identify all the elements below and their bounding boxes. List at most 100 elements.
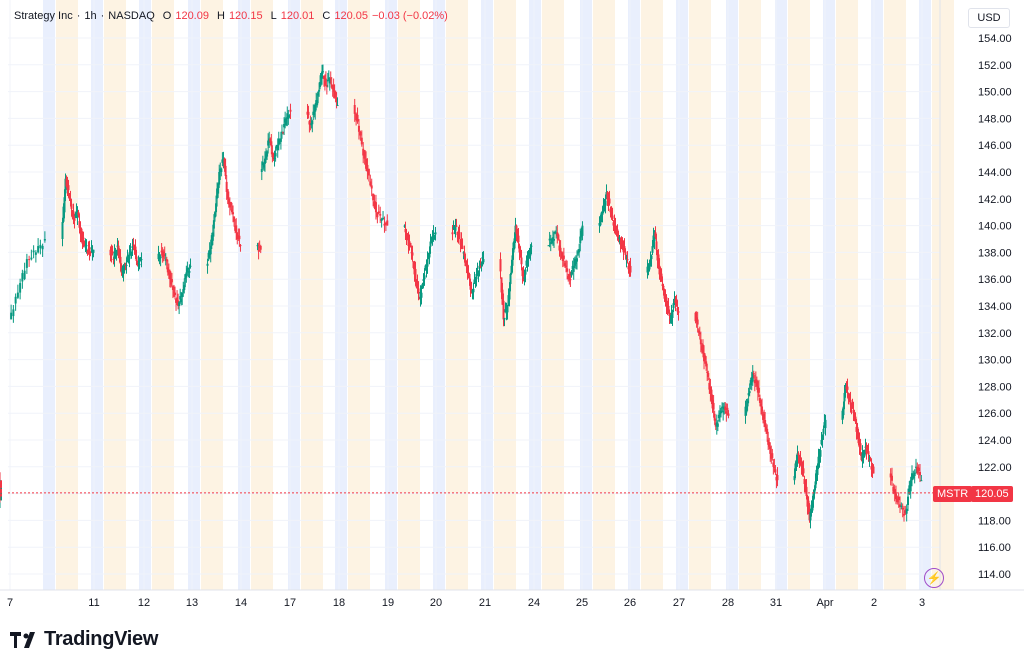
y-tick-label: 142.00 <box>978 194 1012 206</box>
y-tick-label: 116.00 <box>978 542 1011 554</box>
candle-body <box>132 244 135 246</box>
x-tick-label: 13 <box>186 597 198 609</box>
x-tick-label: 24 <box>528 597 540 609</box>
candle-body <box>218 172 221 185</box>
candle-body <box>28 259 31 261</box>
postmarket-band <box>188 0 200 590</box>
candle-body <box>754 379 757 383</box>
symbol-name[interactable]: Strategy Inc <box>14 10 73 22</box>
postmarket-band <box>823 0 835 590</box>
candle-body <box>579 236 582 244</box>
candle-body <box>919 471 921 476</box>
candle-body <box>238 235 241 240</box>
symbol-legend[interactable]: Strategy Inc · 1h · NASDAQ O 120.09 H 120.… <box>14 10 448 22</box>
interval[interactable]: 1h <box>84 10 97 22</box>
candle-body <box>703 352 706 362</box>
candle-body <box>916 466 919 474</box>
candle-body <box>550 239 553 244</box>
candle-body <box>373 201 376 209</box>
candle-body <box>814 481 817 489</box>
currency-selector[interactable]: USD <box>968 8 1010 28</box>
postmarket-band <box>775 0 787 590</box>
candle-body <box>915 466 917 468</box>
candle-body <box>479 265 482 267</box>
postmarket-band <box>580 0 592 590</box>
candle-body <box>189 265 192 267</box>
candle-body <box>84 245 87 248</box>
candle-body <box>121 267 124 273</box>
tradingview-logo[interactable]: TradingView <box>10 628 158 651</box>
candle-body <box>167 269 170 275</box>
candle-body <box>502 300 505 320</box>
candle-body <box>667 306 670 310</box>
candle-body <box>180 298 183 303</box>
candle-body <box>746 400 749 407</box>
candle-body <box>461 245 464 250</box>
candle-body <box>32 250 35 253</box>
candle-body <box>909 480 912 492</box>
candle-body <box>128 252 131 260</box>
candle-body <box>771 453 774 459</box>
candle-body <box>696 319 699 325</box>
candle-body <box>848 397 851 400</box>
candle-body <box>239 245 242 247</box>
candle-body <box>261 161 264 166</box>
candle-body <box>80 228 83 239</box>
candle-body <box>61 222 64 239</box>
candle-body <box>481 257 484 259</box>
candle-body <box>211 232 214 241</box>
candle-body <box>468 274 471 280</box>
candle-body <box>509 274 512 285</box>
candle-body <box>698 332 701 335</box>
candle-body <box>213 212 216 218</box>
candle-body <box>411 252 414 256</box>
candle-body <box>811 503 814 511</box>
candle-body <box>803 478 806 485</box>
candle-body <box>794 463 797 471</box>
candle-body <box>606 192 609 200</box>
candle-body <box>889 473 892 478</box>
candle-body <box>365 158 368 169</box>
candle-body <box>772 462 775 467</box>
candle-body <box>717 414 720 419</box>
candle-body <box>891 475 893 481</box>
y-tick-label: 152.00 <box>978 60 1012 72</box>
candle-body <box>25 259 28 268</box>
candle-body <box>322 75 325 79</box>
candle-body <box>332 84 335 92</box>
candle-body <box>90 247 93 249</box>
candle-body <box>184 274 187 280</box>
candle-body <box>821 438 824 440</box>
x-tick-label: 12 <box>138 597 150 609</box>
candle-body <box>569 279 572 281</box>
tradingview-icon <box>10 631 35 648</box>
postmarket-band <box>676 0 688 590</box>
candle-body <box>843 392 846 402</box>
candle-body <box>367 168 370 176</box>
candle-body <box>34 252 37 255</box>
candle-body <box>659 269 662 275</box>
candle-body <box>524 269 527 275</box>
lightning-icon[interactable]: ⚡ <box>924 568 944 588</box>
candle-body <box>77 212 80 216</box>
x-tick-label: 18 <box>333 597 345 609</box>
candle-body <box>372 193 375 201</box>
candle-body <box>236 232 239 240</box>
candlesticks <box>0 64 923 529</box>
candle-body <box>186 268 189 273</box>
candle-body <box>125 264 128 266</box>
candle-body <box>183 285 186 291</box>
candle-body <box>671 312 674 318</box>
candle-body <box>775 477 778 481</box>
candle-body <box>460 239 463 243</box>
candle-body <box>561 257 564 262</box>
postmarket-band <box>529 0 541 590</box>
premarket-band <box>836 0 858 590</box>
candle-body <box>563 263 566 266</box>
candle-body <box>14 296 17 304</box>
premarket-band <box>56 0 78 590</box>
x-tick-label: Apr <box>816 597 833 609</box>
candle-body <box>73 218 76 221</box>
candle-body <box>863 453 866 457</box>
